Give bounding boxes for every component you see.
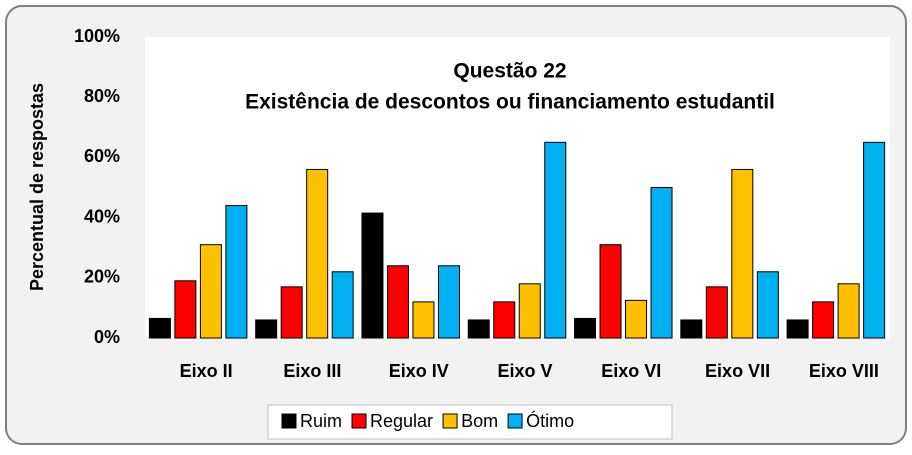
bar (280, 286, 303, 339)
x-tick-label: Eixo V (497, 361, 552, 381)
x-tick-label: Eixo VI (601, 361, 661, 381)
bar (812, 301, 835, 339)
x-tick-label: Eixo III (283, 361, 341, 381)
chart-subtitle: Existência de descontos ou financiamento… (245, 91, 775, 114)
bar (412, 301, 435, 339)
x-tick-label: Eixo VII (705, 361, 770, 381)
bar (437, 265, 460, 339)
bar (599, 244, 622, 339)
x-tick-label: Eixo II (180, 361, 233, 381)
legend-label: Bom (461, 411, 498, 431)
bar (306, 168, 329, 339)
bar (837, 283, 860, 339)
bar (331, 271, 354, 339)
bar (863, 141, 886, 339)
bar (544, 141, 567, 339)
chart-title: Questão 22 (453, 60, 566, 83)
bar (174, 280, 197, 339)
x-tick-label: Eixo VIII (809, 361, 879, 381)
bar (705, 286, 728, 339)
bar (731, 168, 754, 339)
x-tick-label: Eixo IV (389, 361, 449, 381)
y-tick-label: 40% (84, 206, 120, 226)
legend-swatch (442, 413, 458, 429)
legend-swatch (281, 413, 297, 429)
bar (255, 319, 278, 339)
legend-label: Ótimo (526, 410, 574, 431)
bar (467, 319, 490, 339)
y-tick-label: 20% (84, 267, 120, 287)
bar (225, 205, 248, 339)
legend-box (267, 404, 673, 440)
bar (786, 319, 809, 339)
legend-label: Ruim (300, 411, 342, 431)
y-tick-label: 100% (74, 26, 120, 46)
bar (361, 212, 384, 339)
legend-label: Regular (370, 411, 433, 431)
legend-swatch (507, 413, 523, 429)
y-tick-label: 0% (94, 327, 120, 347)
legend-swatch (351, 413, 367, 429)
bar (199, 244, 222, 339)
y-axis-title: Percentual de respostas (27, 83, 47, 291)
bar (625, 299, 648, 339)
bar (756, 271, 779, 339)
bar (680, 319, 703, 339)
bar (650, 187, 673, 339)
y-tick-label: 80% (84, 86, 120, 106)
bar (574, 317, 597, 339)
bar (386, 265, 409, 339)
bar (518, 283, 541, 339)
bar (493, 301, 516, 339)
y-tick-label: 60% (84, 146, 120, 166)
bar (148, 317, 171, 339)
